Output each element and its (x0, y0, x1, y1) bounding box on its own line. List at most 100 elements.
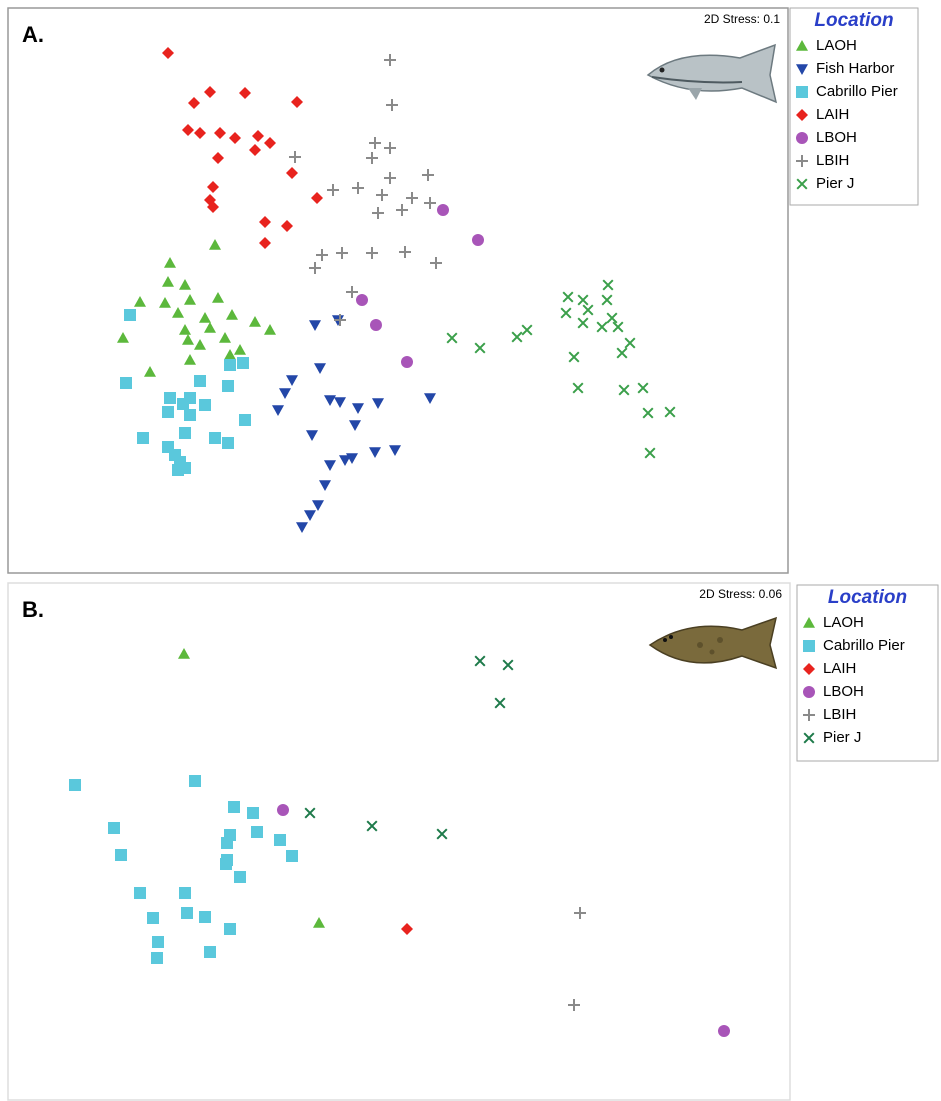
marker-cross (305, 808, 315, 818)
stress-annotation: 2D Stress: 0.06 (699, 587, 782, 601)
marker-square (803, 640, 815, 652)
marker-diamond (249, 144, 261, 156)
marker-cross (638, 383, 648, 393)
marker-plus (352, 182, 364, 194)
legend-label: Cabrillo Pier (823, 637, 905, 654)
marker-square (237, 357, 249, 369)
marker-triangle (204, 322, 216, 333)
marker-triangle (313, 917, 325, 928)
marker-triangle (134, 296, 146, 307)
marker-triangle (199, 312, 211, 323)
marker-triangle-down (306, 430, 318, 441)
marker-square (164, 392, 176, 404)
marker-cross (522, 325, 532, 335)
marker-diamond (259, 216, 271, 228)
marker-cross (561, 308, 571, 318)
marker-plus (309, 262, 321, 274)
marker-triangle (164, 257, 176, 268)
legend-label: LAIH (816, 106, 849, 123)
marker-plus (384, 54, 396, 66)
marker-square (274, 834, 286, 846)
figure: B.2D Stress: 0.06LocationLAOHCabrillo Pi… (0, 0, 941, 1101)
marker-square (199, 911, 211, 923)
marker-square (189, 775, 201, 787)
marker-plus (366, 247, 378, 259)
marker-triangle (159, 297, 171, 308)
marker-square (172, 464, 184, 476)
marker-diamond (252, 130, 264, 142)
marker-plus (422, 169, 434, 181)
marker-plus (372, 207, 384, 219)
marker-circle (277, 804, 289, 816)
marker-cross (665, 407, 675, 417)
marker-circle (472, 234, 484, 246)
marker-cross (617, 348, 627, 358)
marker-cross (607, 313, 617, 323)
marker-triangle (224, 349, 236, 360)
legend: LocationLAOHFish HarborCabrillo PierLAIH… (790, 8, 918, 205)
marker-triangle (144, 366, 156, 377)
marker-plus (406, 192, 418, 204)
marker-square (120, 377, 132, 389)
marker-triangle-down (324, 460, 336, 471)
marker-plus (366, 152, 378, 164)
marker-diamond (401, 923, 413, 935)
marker-triangle-down (279, 388, 291, 399)
panel-label: A. (22, 22, 44, 47)
marker-square (108, 822, 120, 834)
marker-diamond (212, 152, 224, 164)
legend-title: Location (828, 587, 907, 608)
marker-cross (619, 385, 629, 395)
marker-triangle-down (272, 405, 284, 416)
marker-triangle-down (349, 420, 361, 431)
marker-plus (399, 246, 411, 258)
legend-label: LBOH (816, 129, 857, 146)
marker-triangle (249, 316, 261, 327)
marker-square (162, 406, 174, 418)
marker-plus (430, 257, 442, 269)
marker-square (222, 380, 234, 392)
marker-cross (367, 821, 377, 831)
marker-triangle-down (312, 500, 324, 511)
marker-cross (563, 292, 573, 302)
legend-title: Location (814, 10, 893, 31)
marker-square (220, 858, 232, 870)
marker-cross (625, 338, 635, 348)
marker-circle (401, 356, 413, 368)
marker-plus (336, 247, 348, 259)
marker-plus (574, 907, 586, 919)
marker-cross (578, 318, 588, 328)
marker-square (152, 936, 164, 948)
marker-diamond (194, 127, 206, 139)
marker-cross (503, 660, 513, 670)
marker-square (247, 807, 259, 819)
marker-square (221, 837, 233, 849)
marker-triangle (182, 334, 194, 345)
page: {"chart_data": [ {"type": "scatter", "la… (0, 0, 941, 1101)
marker-triangle-down (286, 375, 298, 386)
marker-cross (437, 829, 447, 839)
marker-triangle-down (309, 320, 321, 331)
marker-square (179, 887, 191, 899)
marker-square (194, 375, 206, 387)
marker-cross (512, 332, 522, 342)
marker-triangle-down (324, 395, 336, 406)
marker-triangle (179, 279, 191, 290)
marker-square (69, 779, 81, 791)
marker-diamond (207, 181, 219, 193)
marker-diamond (229, 132, 241, 144)
marker-square (204, 946, 216, 958)
marker-triangle (179, 324, 191, 335)
legend-label: Cabrillo Pier (816, 83, 898, 100)
marker-plus (568, 999, 580, 1011)
marker-square (181, 907, 193, 919)
marker-diamond (214, 127, 226, 139)
marker-triangle (162, 276, 174, 287)
marker-cross (597, 322, 607, 332)
marker-plus (289, 151, 301, 163)
marker-triangle-down (334, 397, 346, 408)
marker-plus (369, 137, 381, 149)
